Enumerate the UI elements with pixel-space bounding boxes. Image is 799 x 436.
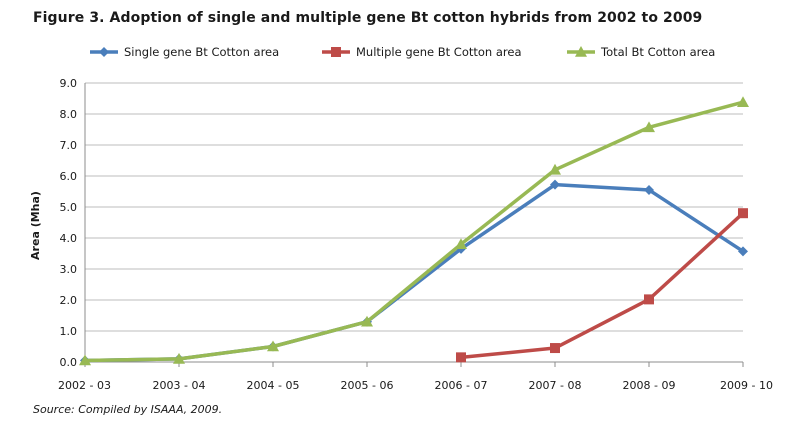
y-tick-label: 9.0	[60, 77, 78, 90]
line-chart: Single gene Bt Cotton area Multiple gene …	[29, 45, 773, 392]
data-point-triangle	[267, 340, 279, 352]
series-3	[79, 96, 749, 366]
legend-item-1: Single gene Bt Cotton area	[90, 45, 279, 59]
data-point-square	[644, 294, 654, 305]
data-point-triangle	[643, 121, 655, 133]
legend-label: Total Bt Cotton area	[600, 45, 715, 59]
x-tick-label: 2008 - 09	[623, 379, 676, 392]
data-point-diamond	[738, 246, 748, 257]
data-point-diamond	[550, 179, 560, 190]
y-tick-label: 8.0	[60, 108, 78, 121]
series-line	[459, 211, 745, 360]
y-tick-label: 4.0	[60, 232, 78, 245]
data-point-square	[331, 47, 341, 57]
y-tick-label: 1.0	[60, 325, 78, 338]
data-point-diamond	[644, 184, 654, 195]
legend-item-3: Total Bt Cotton area	[567, 45, 715, 59]
series-line	[83, 100, 745, 363]
data-point-triangle	[455, 238, 467, 249]
series-2	[456, 208, 748, 363]
x-tick-label: 2006 - 07	[435, 379, 488, 392]
legend-label: Single gene Bt Cotton area	[124, 45, 279, 59]
data-point-triangle	[575, 46, 587, 57]
y-axis-title: Area (Mha)	[29, 191, 42, 260]
series-line	[83, 182, 745, 363]
data-point-square	[738, 208, 748, 219]
data-point-triangle	[361, 315, 373, 327]
grid	[85, 82, 743, 363]
y-tick-label: 2.0	[60, 294, 78, 307]
legend: Single gene Bt Cotton area Multiple gene …	[90, 45, 715, 59]
x-tick-label: 2005 - 06	[341, 379, 394, 392]
y-tick-label: 5.0	[60, 201, 78, 214]
data-point-square	[550, 343, 560, 354]
axes: 0.0 1.0 2.0 3.0 4.0 5.0 6.0 7.0 8.0 9.0 2002 - 03 2…	[29, 77, 773, 392]
data-point-square	[456, 352, 466, 363]
series-1	[80, 179, 748, 366]
x-tick-label: 2002 - 03	[58, 379, 111, 392]
x-tick-label: 2003 - 04	[153, 379, 206, 392]
x-tick-label: 2007 - 08	[529, 379, 582, 392]
data-point-triangle	[79, 354, 91, 366]
legend-item-2: Multiple gene Bt Cotton area	[322, 45, 522, 59]
figure-title: Figure 3. Adoption of single and multipl…	[33, 10, 703, 26]
source-note: Source: Compiled by ISAAA, 2009.	[33, 403, 223, 416]
y-tick-label: 7.0	[60, 139, 78, 152]
data-point-triangle	[737, 96, 749, 108]
data-point-triangle	[173, 352, 185, 364]
y-tick-label: 6.0	[60, 170, 78, 183]
x-tick-label: 2009 - 10	[720, 379, 773, 392]
y-tick-label: 0.0	[60, 356, 78, 369]
data-point-diamond	[99, 47, 109, 57]
legend-label: Multiple gene Bt Cotton area	[356, 45, 522, 59]
y-tick-label: 3.0	[60, 263, 78, 276]
x-tick-label: 2004 - 05	[247, 379, 300, 392]
series-layer	[79, 96, 749, 366]
data-point-triangle	[549, 163, 561, 175]
